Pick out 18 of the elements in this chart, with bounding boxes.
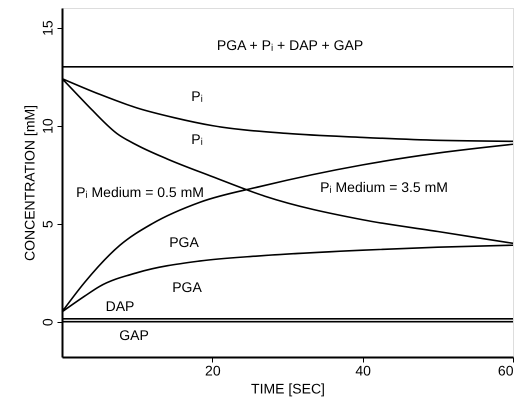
y-axis-title: CONCENTRATION [mM] [22,104,38,262]
x-tick-label: 60 [498,362,514,378]
y-tick-label: 15 [40,20,56,36]
y-tick-label: 10 [40,118,56,134]
x-tick-label: 40 [355,362,372,378]
annotation: PGA [172,279,202,295]
y-tick-label: 0 [40,318,56,326]
annotation: Pᵢ Medium = 0.5 mM [76,184,204,200]
annotation: Pᵢ Medium = 3.5 mM [320,179,448,195]
annotation: GAP [119,327,149,343]
x-axis-title: TIME [SEC] [251,380,325,396]
annotation: DAP [106,298,134,314]
annotation: PGA [169,234,200,250]
annotation: Pᵢ [191,131,203,147]
annotation: PGA + Pᵢ + DAP + GAP [216,37,364,53]
x-tick-label: 20 [205,362,221,378]
y-tick-label: 5 [40,220,56,228]
annotation: Pᵢ [191,88,203,104]
